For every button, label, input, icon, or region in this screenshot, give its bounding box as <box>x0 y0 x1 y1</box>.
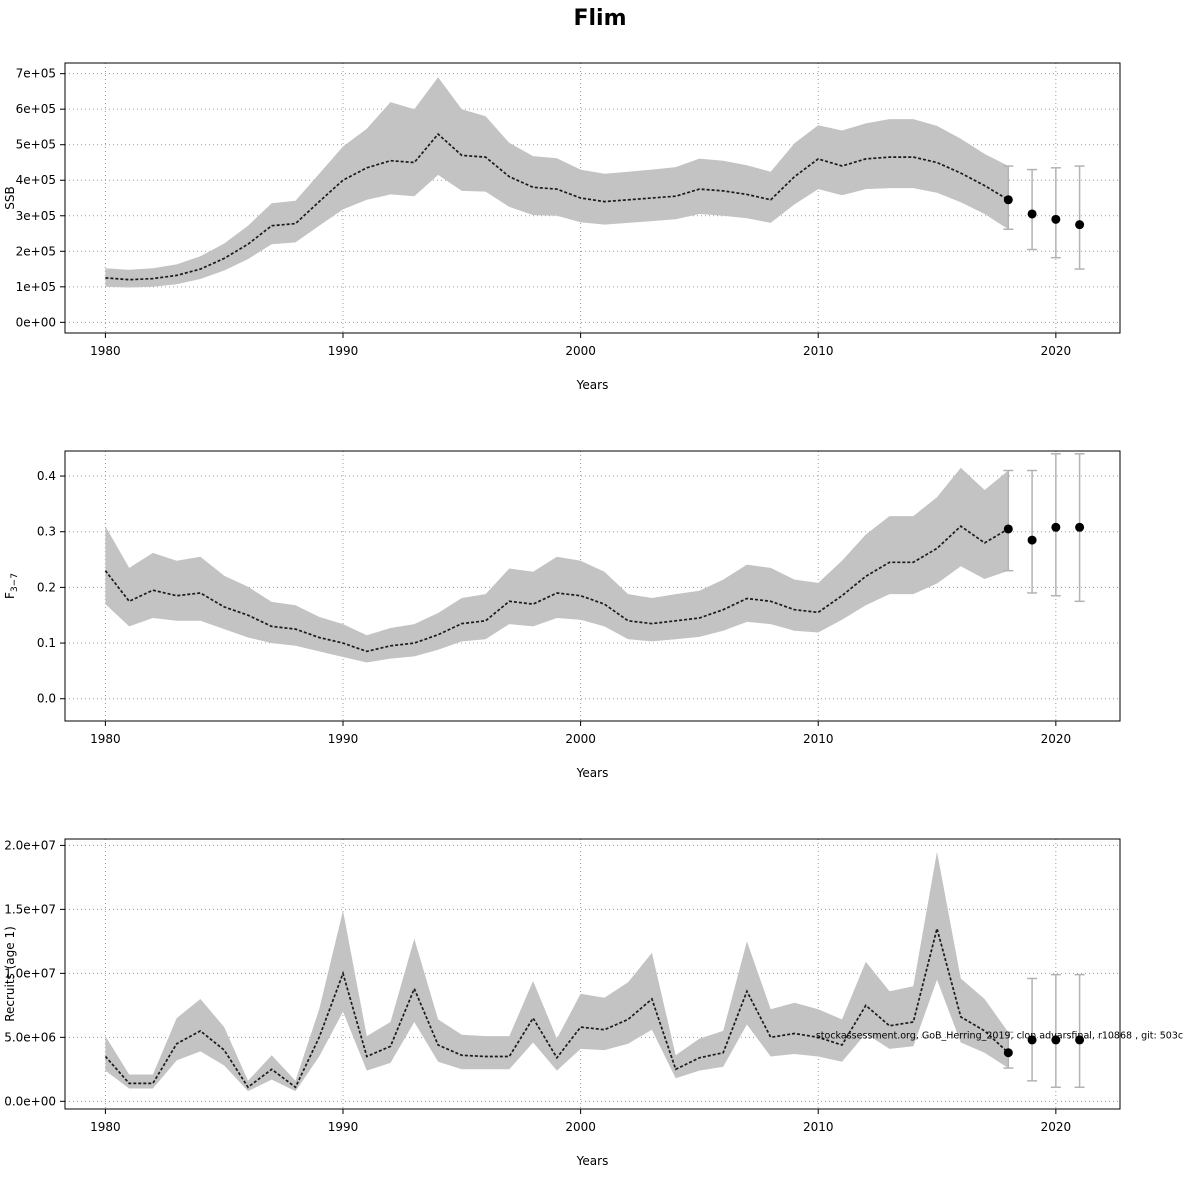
y-tick-label: 6e+05 <box>16 102 56 116</box>
estimate-line <box>105 132 1009 281</box>
confidence-band <box>105 467 1009 663</box>
y-tick-label: 7e+05 <box>16 67 56 81</box>
forecast-point <box>1075 1035 1085 1045</box>
plot-border <box>64 838 1121 1110</box>
forecast-point <box>1075 522 1085 532</box>
fishing-mortality-panel: 1980 1990 2000 2010 2020 0.0 0.1 0.2 0.3 0.4 Years… <box>0 426 1200 814</box>
x-tick-label: 1990 <box>328 1120 359 1134</box>
forecast-point <box>1051 522 1061 532</box>
y-tick-label: 0.1 <box>37 636 56 650</box>
x-tick-label: 2020 <box>1041 344 1072 358</box>
y-tick-label: 0e+00 <box>16 315 56 329</box>
x-tick-label: 1980 <box>90 1120 121 1134</box>
x-tick-label: 2010 <box>803 732 834 746</box>
x-tick-label: 1990 <box>328 732 359 746</box>
chart-svg-1: 1980 1990 2000 2010 2020 0e+00 1e+05 2e+05 3e+05… <box>3 62 1121 392</box>
x-tick-label: 1980 <box>90 344 121 358</box>
forecast-point <box>1003 524 1013 534</box>
x-tick-label: 2010 <box>803 344 834 358</box>
y-tick-label: 0.0 <box>37 692 56 706</box>
plot-border <box>64 450 1121 722</box>
forecast-point <box>1027 209 1037 219</box>
y-tick-label: 0.0e+00 <box>4 1094 56 1108</box>
x-tick-label: 2020 <box>1041 732 1072 746</box>
forecast-point <box>1075 220 1085 230</box>
y-axis-title: Recruits (age 1) <box>3 926 17 1022</box>
y-tick-label: 4e+05 <box>16 173 56 187</box>
y-tick-label: 5.0e+06 <box>4 1030 56 1044</box>
forecast-point <box>1027 535 1037 545</box>
y-tick-label: 0.2 <box>37 580 56 594</box>
x-tick-label: 2010 <box>803 1120 834 1134</box>
x-tick-label: 2000 <box>565 732 596 746</box>
confidence-band <box>105 851 1009 1092</box>
y-axis-title: SSB <box>3 186 17 209</box>
chart-svg-2: 1980 1990 2000 2010 2020 0.0 0.1 0.2 0.3 0.4 Years… <box>3 450 1121 780</box>
forecast-point <box>1051 214 1061 224</box>
y-tick-label: 5e+05 <box>16 138 56 152</box>
y-tick-label: 0.4 <box>37 469 56 483</box>
y-tick-label: 2.0e+07 <box>4 838 56 852</box>
forecast-point <box>1003 195 1013 205</box>
forecast-point <box>1003 1048 1013 1058</box>
page-title: Flim <box>573 6 627 31</box>
y-axis-title: F3−7 <box>3 573 20 599</box>
y-tick-label: 3e+05 <box>16 209 56 223</box>
y-tick-label: 1.5e+07 <box>4 902 56 916</box>
forecast-point <box>1027 1035 1037 1045</box>
y-tick-label: 0.3 <box>37 525 56 539</box>
recruits-panel: 1980 1990 2000 2010 2020 0.0e+00 5.0e+06 1.0e+0… <box>0 814 1200 1200</box>
chart-svg-3: 1980 1990 2000 2010 2020 0.0e+00 5.0e+06 1.0e+0… <box>3 838 1183 1168</box>
x-tick-label: 2020 <box>1041 1120 1072 1134</box>
x-axis-title: Years <box>576 378 609 392</box>
estimate-line <box>104 925 1009 1089</box>
plot-border <box>64 62 1121 334</box>
x-tick-label: 2000 <box>565 344 596 358</box>
y-tick-label: 1.0e+07 <box>4 966 56 980</box>
y-tick-label: 2e+05 <box>16 244 56 258</box>
x-tick-label: 1980 <box>90 732 121 746</box>
x-tick-label: 1990 <box>328 344 359 358</box>
x-axis-title: Years <box>576 766 609 780</box>
watermark-annotation: stockassessment.org, GoB_Herring_2019, c… <box>816 1031 1183 1042</box>
y-tick-label: 1e+05 <box>16 280 56 294</box>
x-tick-label: 2000 <box>565 1120 596 1134</box>
estimate-line <box>104 525 1009 653</box>
confidence-band <box>105 77 1009 288</box>
ssb-panel: 1980 1990 2000 2010 2020 0e+00 1e+05 2e+05 3e+05… <box>0 38 1200 426</box>
forecast-point <box>1051 1035 1061 1045</box>
x-axis-title: Years <box>576 1154 609 1168</box>
